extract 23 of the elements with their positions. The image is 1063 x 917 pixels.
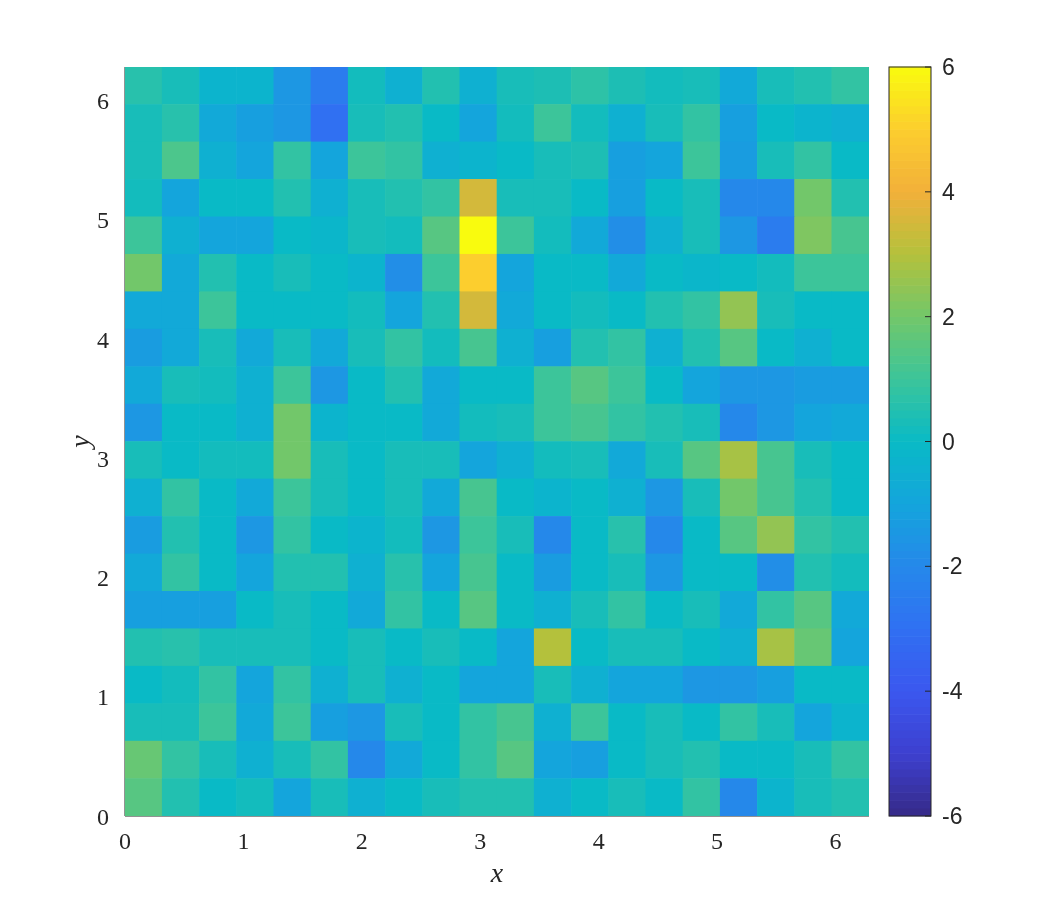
y-axis-title: y	[63, 434, 95, 451]
color-bar-label: 0	[942, 428, 955, 455]
x-tick-label: 3	[474, 828, 487, 855]
x-axis-title: x	[489, 857, 504, 888]
y-tick-label: 4	[97, 326, 109, 353]
x-tick-label: 0	[119, 828, 131, 855]
color-bar-label: -4	[942, 678, 963, 705]
color-bar-label: 4	[942, 178, 955, 205]
y-tick-label: 3	[97, 445, 109, 472]
color-bar-label: -6	[942, 803, 963, 829]
y-tick-label: 6	[97, 88, 109, 115]
color-bar-label: 6	[942, 54, 955, 80]
y-tick-label: 5	[97, 207, 109, 234]
color-bar-label: -2	[942, 553, 963, 580]
x-tick-label: 4	[592, 828, 605, 855]
x-tick-label: 1	[237, 828, 250, 855]
x-tick-label: 5	[711, 828, 724, 855]
y-tick-label: 2	[97, 565, 109, 592]
y-tick-label: 0	[97, 803, 109, 830]
x-tick-label: 6	[829, 828, 842, 855]
x-tick-label: 2	[355, 828, 368, 855]
color-bar-label: 2	[942, 303, 955, 330]
y-tick-label: 1	[97, 684, 109, 711]
